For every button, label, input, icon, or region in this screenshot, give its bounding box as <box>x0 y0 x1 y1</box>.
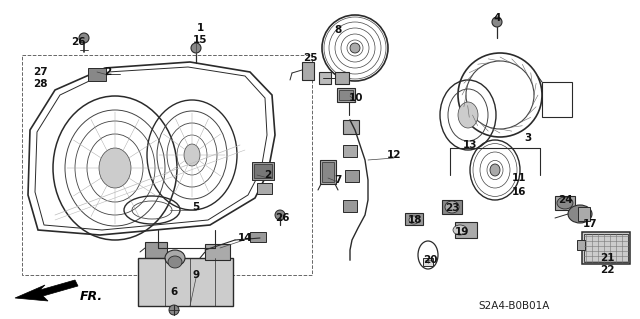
Bar <box>205 244 230 260</box>
Ellipse shape <box>557 197 573 209</box>
Text: 7: 7 <box>334 175 342 185</box>
Text: FR.: FR. <box>80 290 103 302</box>
Text: 2: 2 <box>264 170 271 180</box>
Ellipse shape <box>184 144 200 166</box>
Text: 1: 1 <box>196 23 204 33</box>
Text: 10: 10 <box>349 93 364 103</box>
Ellipse shape <box>275 210 285 220</box>
Bar <box>319 72 331 84</box>
Text: 5: 5 <box>193 202 200 212</box>
Text: 9: 9 <box>193 270 200 280</box>
Text: 17: 17 <box>582 219 597 229</box>
Ellipse shape <box>445 201 459 213</box>
Bar <box>582 232 630 264</box>
Bar <box>343 120 359 134</box>
Ellipse shape <box>350 43 360 53</box>
Bar <box>542 82 572 117</box>
Bar <box>343 200 357 212</box>
Ellipse shape <box>169 305 179 315</box>
Bar <box>252 162 274 180</box>
Bar <box>88 68 106 81</box>
Text: 12: 12 <box>387 150 401 160</box>
Text: 2: 2 <box>104 67 111 77</box>
Text: 22: 22 <box>600 265 614 275</box>
Ellipse shape <box>168 256 182 268</box>
Ellipse shape <box>191 43 201 53</box>
Bar <box>555 196 575 210</box>
Text: 8: 8 <box>334 25 342 35</box>
Bar <box>337 88 355 102</box>
Text: 24: 24 <box>557 195 572 205</box>
Bar <box>254 164 272 178</box>
Text: 15: 15 <box>193 35 207 45</box>
Text: 26: 26 <box>275 213 289 223</box>
Text: 27: 27 <box>33 67 47 77</box>
Bar <box>145 242 167 258</box>
Bar <box>250 232 266 242</box>
Bar <box>257 183 272 194</box>
Text: 28: 28 <box>33 79 47 89</box>
Text: 19: 19 <box>455 227 469 237</box>
Ellipse shape <box>79 33 89 43</box>
Bar <box>339 90 353 100</box>
Polygon shape <box>15 280 78 301</box>
Ellipse shape <box>492 17 502 27</box>
Text: 20: 20 <box>423 255 437 265</box>
Bar <box>442 200 462 214</box>
Bar <box>302 62 314 80</box>
Text: 21: 21 <box>600 253 614 263</box>
Text: 13: 13 <box>463 140 477 150</box>
Text: 3: 3 <box>524 133 532 143</box>
Ellipse shape <box>165 250 185 266</box>
Bar <box>577 240 585 250</box>
Text: S2A4-B0B01A: S2A4-B0B01A <box>478 301 549 311</box>
Text: 11: 11 <box>512 173 526 183</box>
Ellipse shape <box>409 216 419 224</box>
Ellipse shape <box>453 225 467 235</box>
Text: 4: 4 <box>493 13 500 23</box>
Ellipse shape <box>99 148 131 188</box>
Text: 26: 26 <box>71 37 85 47</box>
Bar <box>322 162 334 182</box>
Bar <box>455 222 477 238</box>
Ellipse shape <box>458 102 478 128</box>
Bar <box>578 207 590 221</box>
Bar <box>405 213 423 225</box>
Text: 16: 16 <box>512 187 526 197</box>
Text: 23: 23 <box>445 203 460 213</box>
Bar <box>22 55 312 275</box>
Text: 6: 6 <box>170 287 178 297</box>
Bar <box>345 170 359 182</box>
Bar <box>584 234 628 262</box>
Bar <box>320 160 336 184</box>
Bar <box>343 145 357 157</box>
Text: 18: 18 <box>408 215 422 225</box>
Text: 14: 14 <box>237 233 252 243</box>
Text: 25: 25 <box>303 53 317 63</box>
Bar <box>138 258 233 306</box>
Ellipse shape <box>568 205 592 223</box>
Bar <box>423 258 433 266</box>
Ellipse shape <box>490 164 500 176</box>
Bar <box>335 72 349 84</box>
